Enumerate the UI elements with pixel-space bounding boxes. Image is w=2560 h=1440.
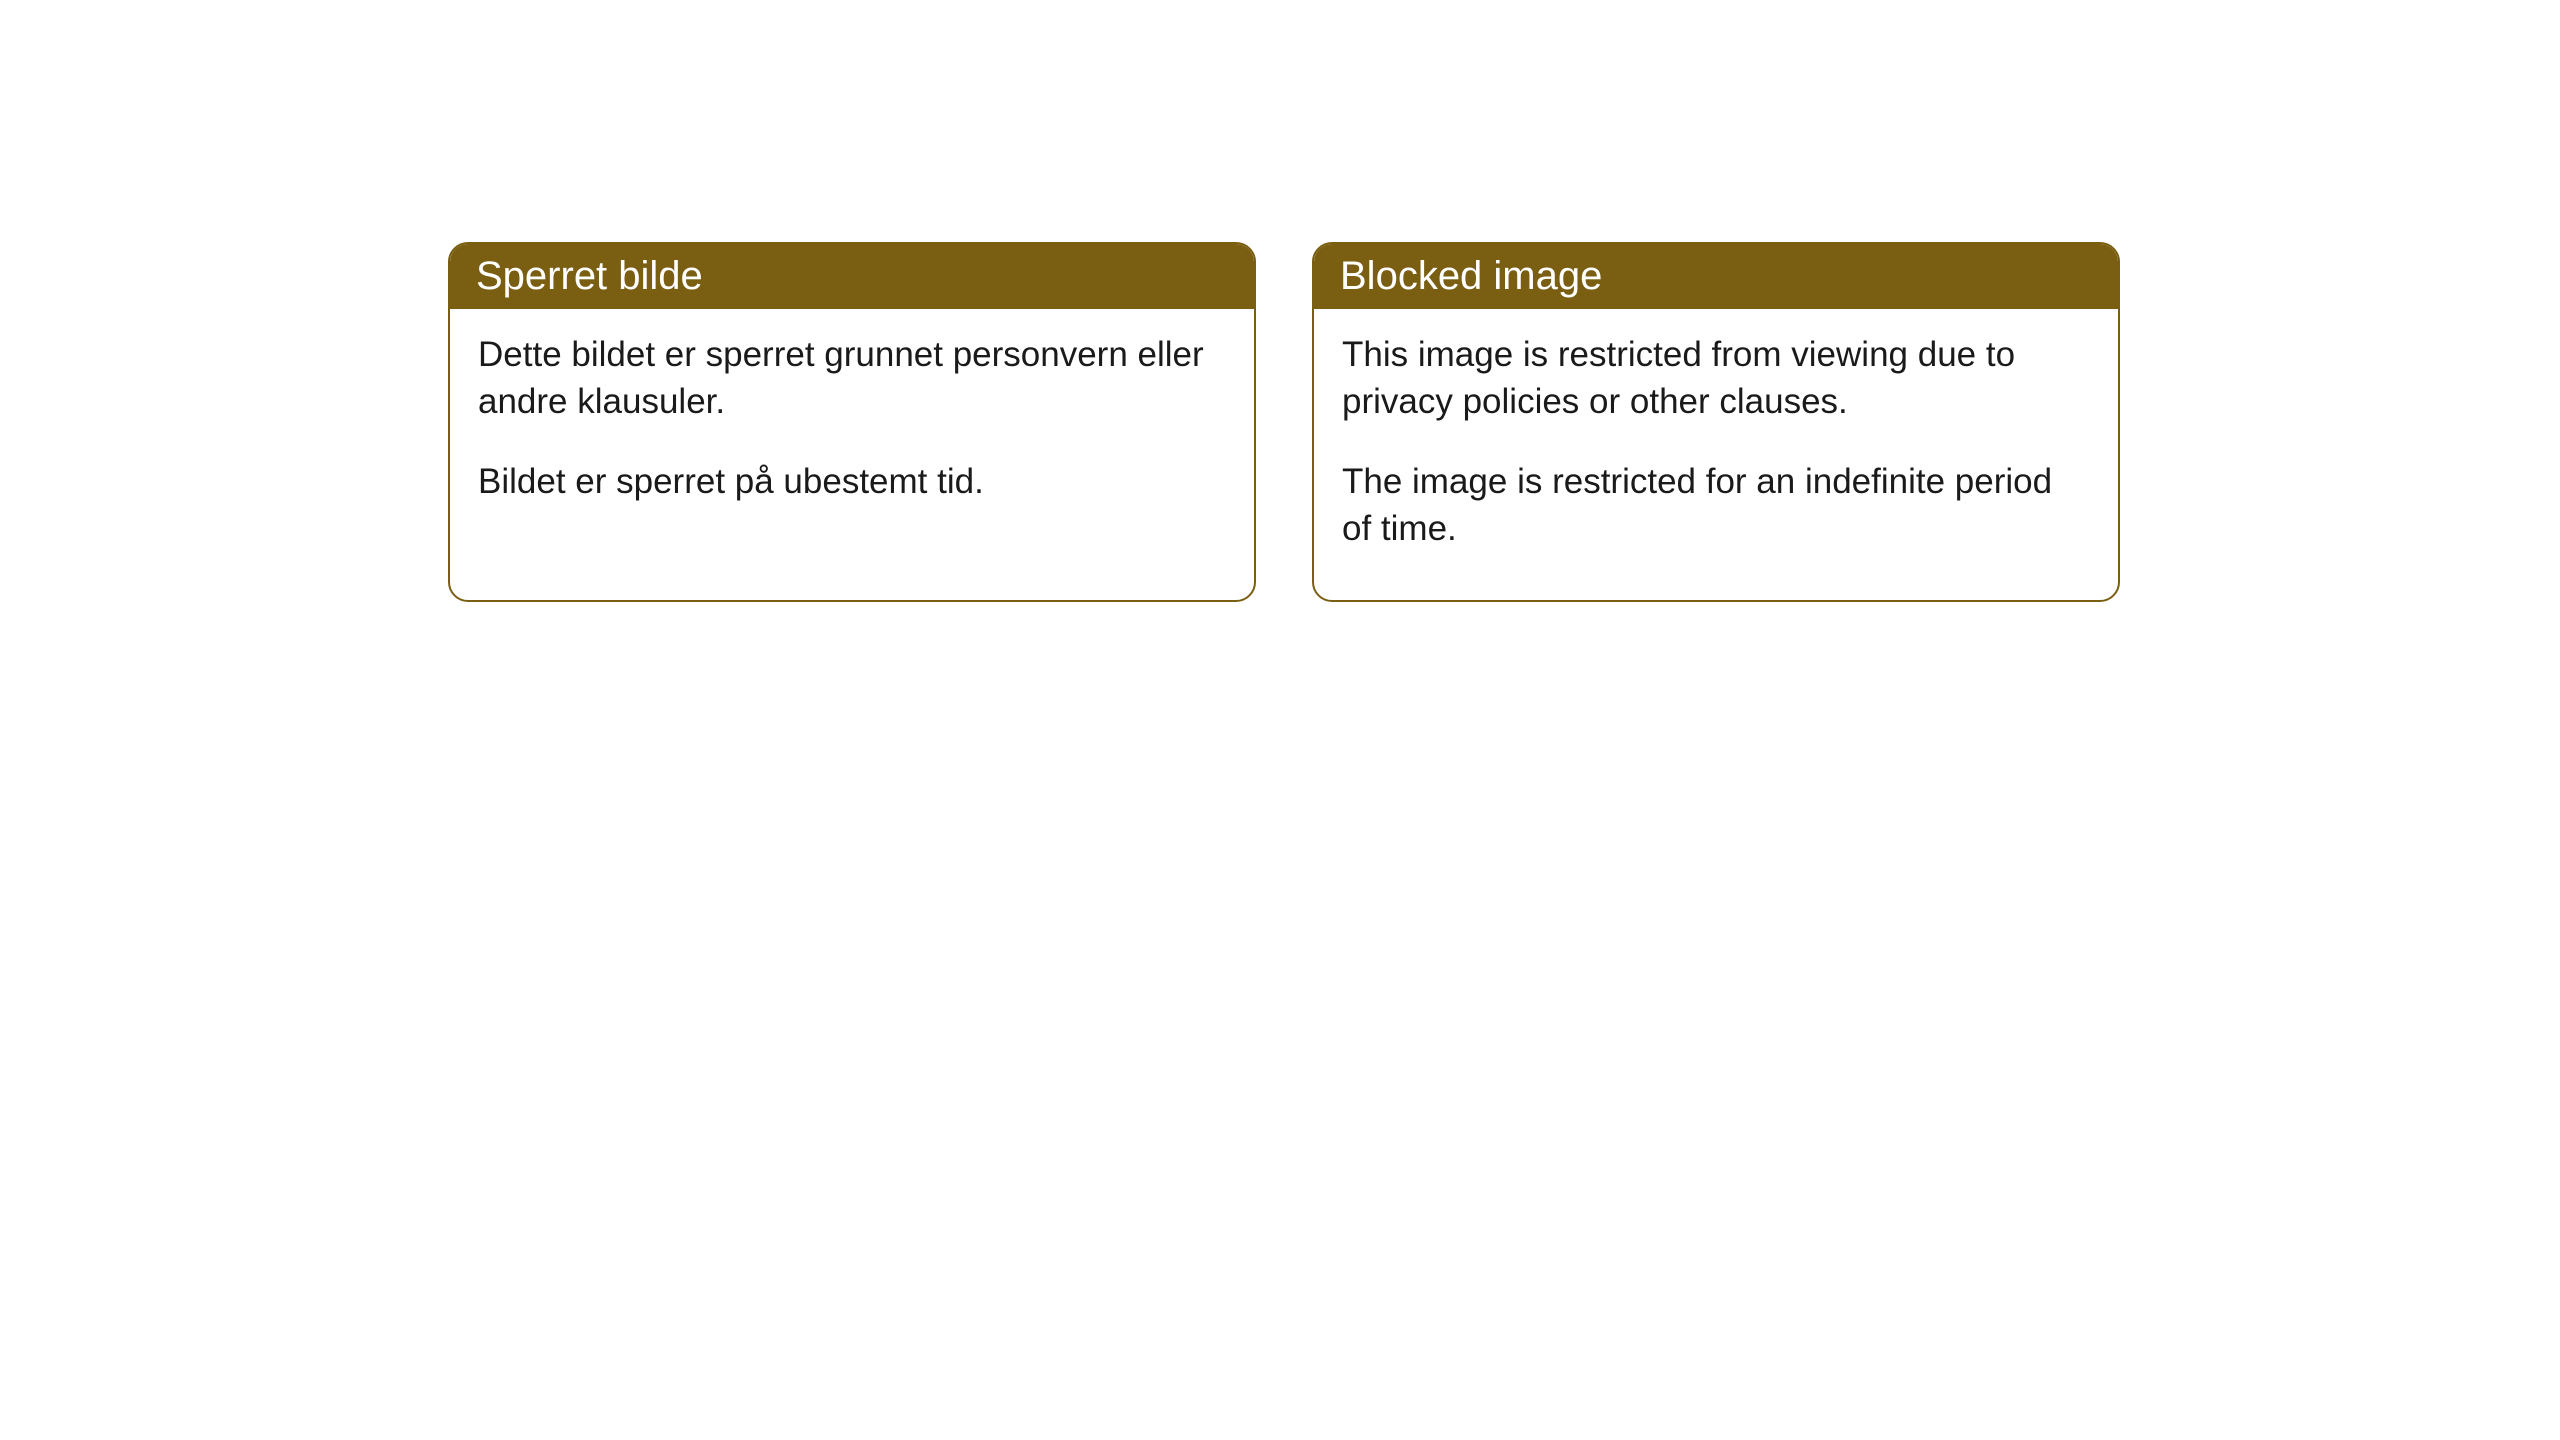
- card-paragraph-1: Dette bildet er sperret grunnet personve…: [478, 331, 1226, 426]
- card-paragraph-2: The image is restricted for an indefinit…: [1342, 458, 2090, 553]
- card-body: This image is restricted from viewing du…: [1314, 309, 2118, 600]
- notice-container: Sperret bilde Dette bildet er sperret gr…: [0, 0, 2560, 602]
- card-title: Blocked image: [1340, 254, 1602, 298]
- card-paragraph-1: This image is restricted from viewing du…: [1342, 331, 2090, 426]
- card-header: Sperret bilde: [450, 244, 1254, 309]
- card-body: Dette bildet er sperret grunnet personve…: [450, 309, 1254, 553]
- notice-card-english: Blocked image This image is restricted f…: [1312, 242, 2120, 602]
- card-paragraph-2: Bildet er sperret på ubestemt tid.: [478, 458, 1226, 505]
- card-header: Blocked image: [1314, 244, 2118, 309]
- card-title: Sperret bilde: [476, 254, 703, 298]
- notice-card-norwegian: Sperret bilde Dette bildet er sperret gr…: [448, 242, 1256, 602]
